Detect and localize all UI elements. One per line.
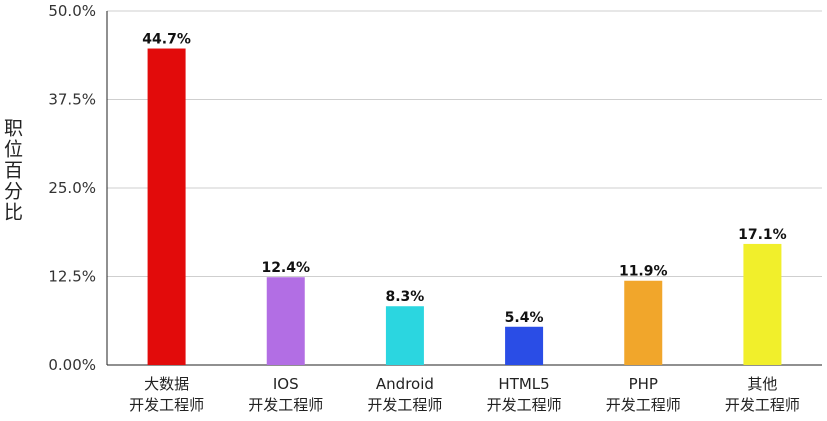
bar-value-label: 17.1%	[738, 227, 787, 243]
x-category-label: 大数据	[144, 375, 189, 393]
bar	[624, 280, 663, 365]
bar	[743, 243, 782, 365]
y-tick-label: 50.0%	[48, 2, 96, 20]
bar-value-label: 12.4%	[261, 260, 310, 276]
x-category-label: IOS	[273, 375, 299, 393]
x-category-label: Android	[376, 375, 434, 393]
y-axis-label: 职位百分比	[1, 118, 23, 223]
y-tick-label: 37.5%	[48, 91, 96, 109]
x-category-label: 开发工程师	[248, 396, 323, 414]
bar	[385, 306, 424, 365]
bar-value-label: 8.3%	[386, 289, 425, 305]
x-category-label: 开发工程师	[367, 396, 442, 414]
bar-value-label: 44.7%	[142, 32, 191, 48]
x-category-label: 开发工程师	[487, 396, 562, 414]
y-tick-label: 0.00%	[48, 356, 96, 374]
x-category-label: HTML5	[498, 375, 549, 393]
x-category-label: 开发工程师	[725, 396, 800, 414]
bar-value-label: 5.4%	[505, 310, 544, 326]
bar	[505, 326, 544, 365]
y-tick-label: 12.5%	[48, 268, 96, 286]
bar	[266, 277, 305, 365]
x-category-label: 其他	[747, 375, 777, 393]
x-category-label: 开发工程师	[129, 396, 204, 414]
bar-value-label: 11.9%	[619, 264, 668, 280]
x-category-label: 开发工程师	[606, 396, 681, 414]
x-category-label: PHP	[629, 375, 658, 393]
bar	[147, 48, 186, 366]
y-tick-label: 25.0%	[48, 179, 96, 197]
